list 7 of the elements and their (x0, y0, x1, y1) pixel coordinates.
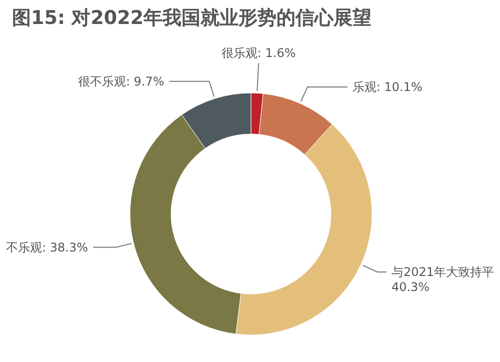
slice-label: 很乐观: 1.6% (221, 46, 296, 60)
slice-label: 不乐观: 38.3% (6, 240, 88, 254)
slice-label: 很不乐观: 9.7% (78, 74, 164, 88)
slice-label: 与2021年大致持平 (391, 264, 494, 279)
chart-title: 图15: 对2022年我国就业形势的信心展望 (12, 7, 372, 29)
data-label: 40.3% (391, 280, 430, 294)
slice-label: 乐观: 10.1% (352, 80, 422, 94)
